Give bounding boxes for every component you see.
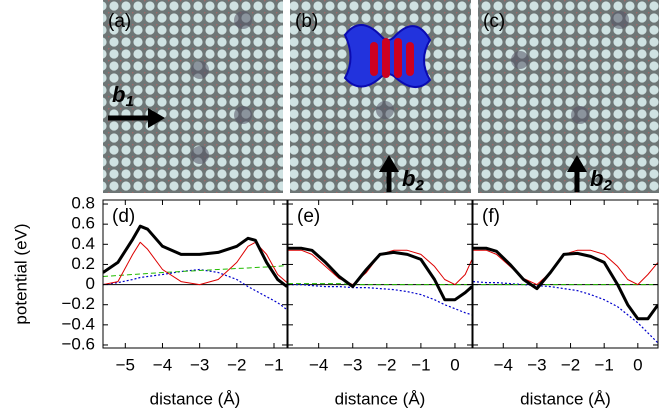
arrow-label-text: b: [402, 166, 415, 191]
x-tick-label: −5: [116, 355, 135, 374]
panel-label: (e): [297, 206, 320, 227]
plot-frame: [472, 199, 659, 349]
x-tick-label: −3: [190, 355, 209, 374]
structure-images: [103, 0, 659, 193]
structure-image: [478, 0, 659, 193]
x-tick-label: −1: [594, 355, 613, 374]
y-tick-label: 0.6: [71, 214, 95, 233]
arrows: [108, 108, 587, 192]
structure-image: [290, 0, 471, 193]
x-axis-label: distance (Å): [520, 389, 611, 408]
x-tick-label: −3: [527, 355, 546, 374]
y-tick-label: −0.2: [61, 294, 95, 313]
arrow-subscript: 2: [602, 177, 612, 194]
panel-label: (d): [112, 206, 135, 227]
x-tick-label: −3: [343, 355, 362, 374]
series-line: [473, 249, 658, 286]
y-axis-label: potential (eV): [11, 223, 30, 324]
arrow-label: b1: [112, 82, 134, 110]
plot-frame: [102, 199, 288, 349]
arrow-label: b2: [590, 166, 612, 194]
arrow-label: b2: [402, 166, 424, 194]
molecules: [191, 11, 629, 164]
y-tick-label: 0.8: [71, 194, 95, 213]
x-tick-label: −4: [309, 355, 328, 374]
y-tick-label: −0.6: [61, 334, 95, 353]
x-tick-label: −2: [561, 355, 580, 374]
arrow-subscript: 1: [125, 93, 133, 110]
series-line: [473, 246, 658, 321]
x-tick-label: −2: [227, 355, 246, 374]
series-line: [473, 281, 658, 344]
y-tick-label: 0.4: [71, 234, 95, 253]
series-line: [288, 246, 472, 302]
panel-label: (f): [482, 206, 500, 227]
arrow-subscript: 2: [414, 177, 424, 194]
structure-image: [103, 0, 283, 193]
panel-label: (b): [295, 11, 318, 32]
x-axis-label: distance (Å): [335, 389, 426, 408]
plot-lines: [103, 224, 287, 311]
x-tick-label: −4: [153, 355, 172, 374]
y-tick-label: 0: [86, 274, 95, 293]
x-axis-label: distance (Å): [150, 389, 241, 408]
x-tick-label: 0: [633, 355, 642, 374]
series-line: [103, 224, 287, 288]
x-tick-label: −2: [377, 355, 396, 374]
series-line: [103, 241, 287, 286]
panel-label: (c): [483, 11, 505, 32]
x-tick-label: −1: [411, 355, 430, 374]
plot-lines: [288, 246, 472, 316]
x-tick-label: 0: [450, 355, 459, 374]
x-tick-label: −4: [494, 355, 513, 374]
plot-frame: [287, 199, 473, 349]
series-line: [288, 284, 472, 316]
series-line: [288, 283, 472, 286]
plot-lines: [473, 246, 658, 344]
charge-density: [343, 24, 432, 88]
y-tick-label: 0.2: [71, 254, 95, 273]
x-tick-label: −1: [264, 355, 283, 374]
arrow-label-text: b: [112, 82, 125, 107]
series-line: [103, 268, 287, 311]
arrow-label-text: b: [590, 166, 603, 191]
y-tick-label: −0.4: [61, 314, 95, 333]
series-line: [103, 264, 287, 277]
panel-label: (a): [108, 11, 131, 32]
